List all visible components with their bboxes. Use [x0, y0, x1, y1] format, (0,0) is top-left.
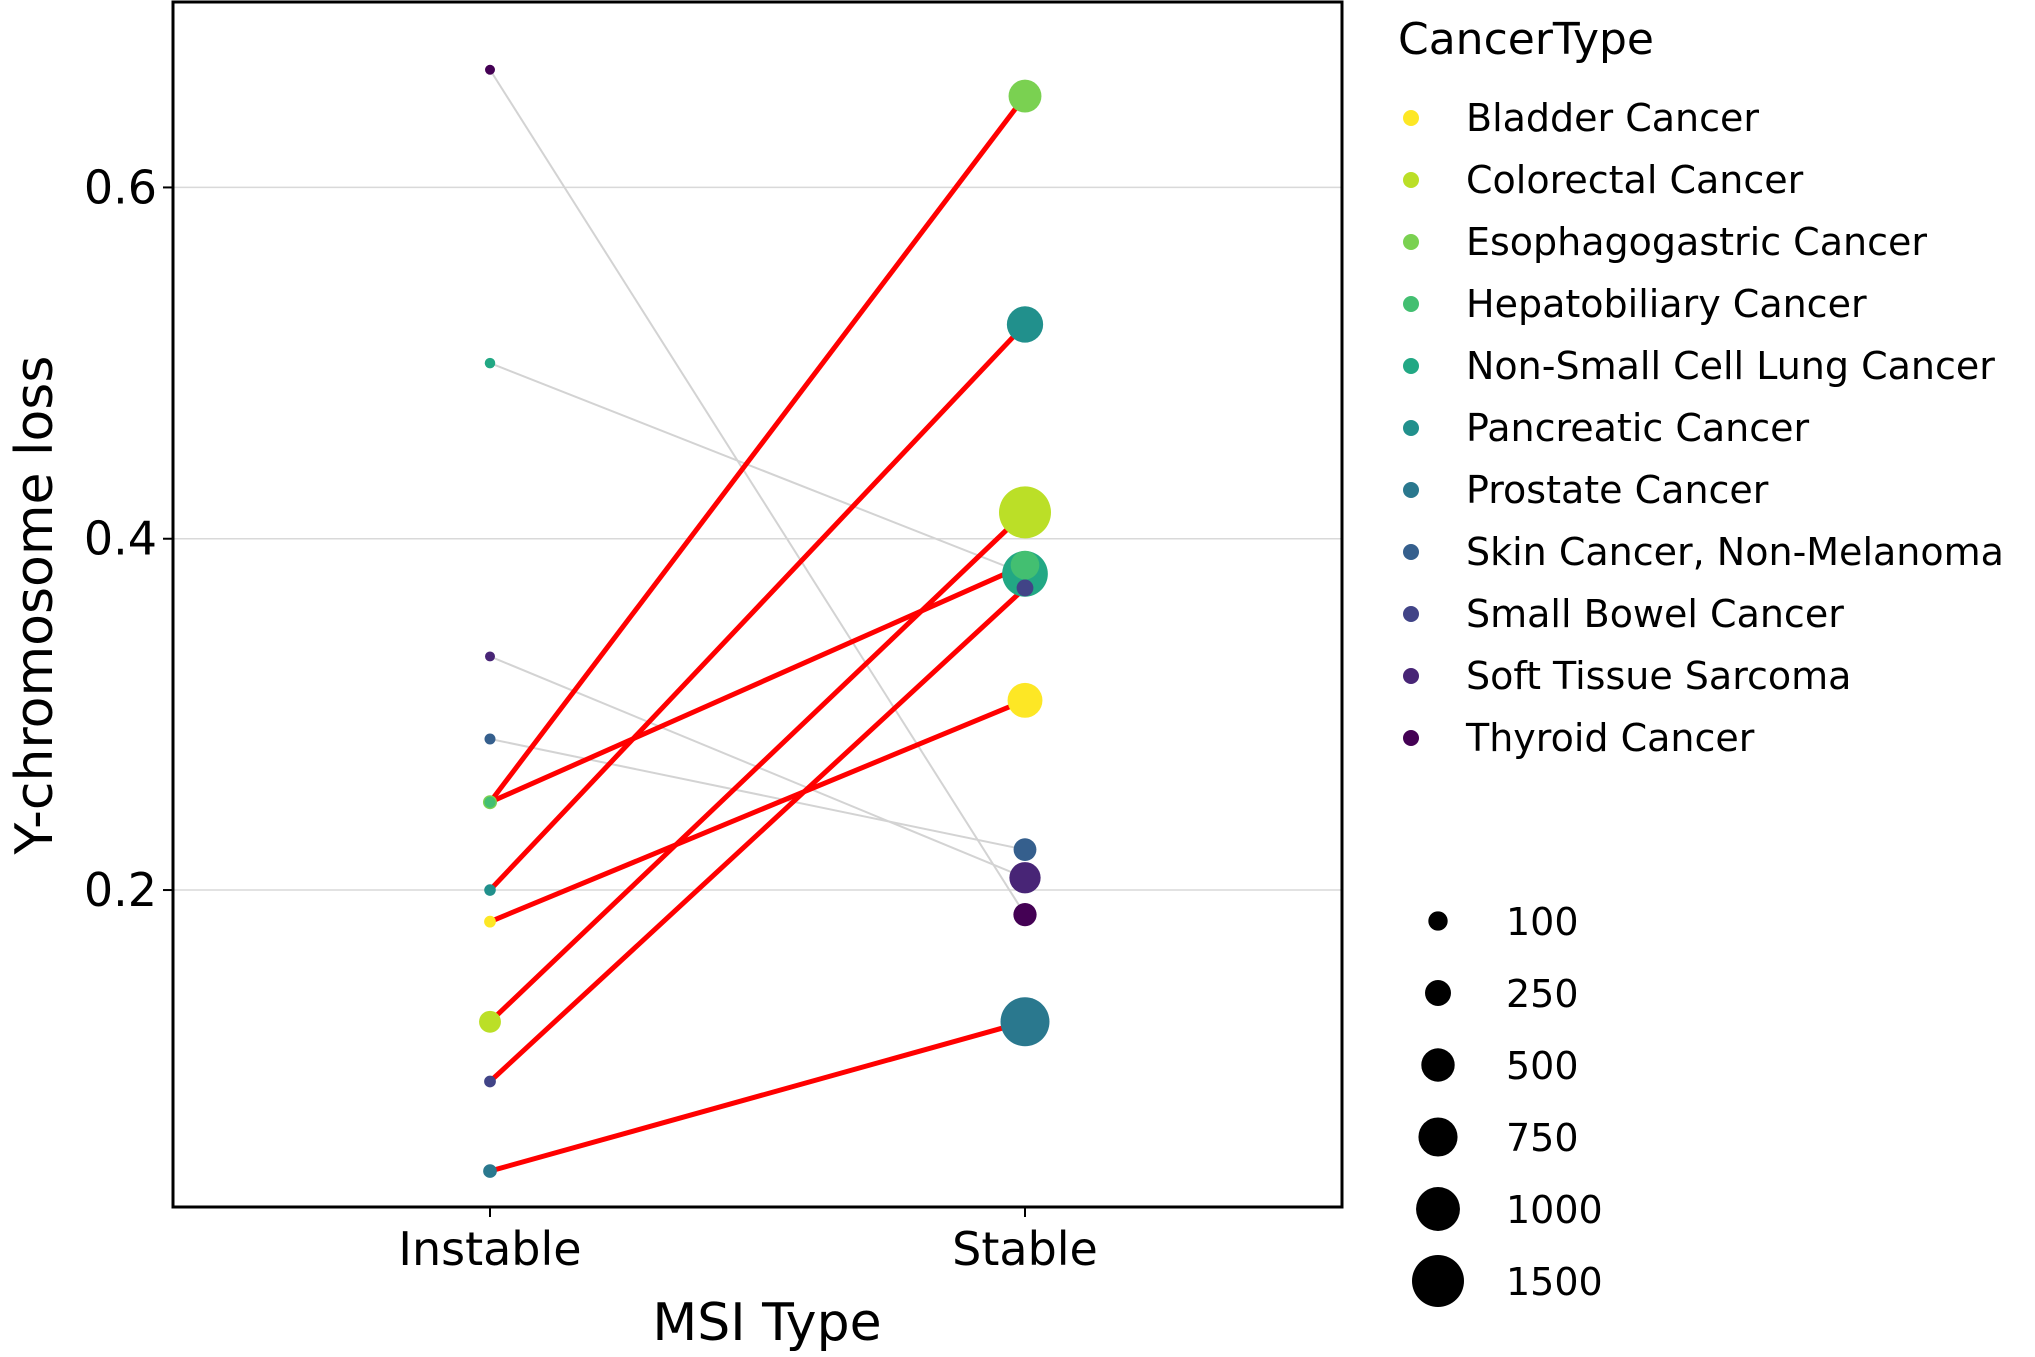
point-instable: [479, 1010, 501, 1033]
size-legend-dot: [1425, 980, 1451, 1006]
connector-line-grey: [489, 738, 1026, 851]
connector-line-red: [489, 698, 1026, 924]
point-instable: [483, 1164, 497, 1178]
y-axis-title: Y-chromosome loss: [5, 356, 65, 856]
color-legend: Bladder Cancer Colorectal Cancer Esophagog…: [1403, 96, 2004, 760]
connector-line-red: [488, 510, 1027, 1024]
legend-item-label: Colorectal Cancer: [1466, 158, 1804, 202]
size-legend-label: 1000: [1506, 1188, 1603, 1232]
size-legend-dot: [1428, 911, 1448, 931]
size-legend-dot: [1412, 1255, 1464, 1307]
point-stable: [1000, 997, 1050, 1047]
x-tick-label: Instable: [398, 1222, 581, 1276]
legend-key-dot: [1403, 172, 1419, 188]
legend-item-label: Soft Tissue Sarcoma: [1466, 654, 1851, 698]
y-tick-label: 0.6: [84, 160, 157, 214]
point-stable: [999, 486, 1051, 539]
gridlines: [173, 186, 1342, 891]
connector-line-red: [488, 586, 1027, 1084]
size-legend-label: 750: [1506, 1116, 1579, 1160]
legend-item-label: Esophagogastric Cancer: [1466, 220, 1927, 264]
connector-line-red: [489, 1019, 1026, 1174]
point-instable: [484, 357, 496, 369]
legend-item-label: Prostate Cancer: [1466, 468, 1769, 512]
point-instable: [484, 1075, 496, 1088]
legend-key-dot: [1403, 606, 1419, 622]
size-legend-dot: [1421, 1048, 1455, 1082]
connector-line-grey: [489, 69, 1026, 916]
x-axis-title: MSI Type: [652, 1293, 881, 1353]
y-tick-label: 0.2: [84, 863, 157, 917]
x-axis-ticks: Instable Stable: [398, 1207, 1098, 1276]
data-points: [479, 64, 1051, 1178]
legend-item-label: Pancreatic Cancer: [1466, 406, 1810, 450]
point-stable: [1008, 79, 1042, 113]
size-legend-label: 1500: [1506, 1260, 1603, 1304]
legend-item-label: Non-Small Cell Lung Cancer: [1466, 344, 1995, 388]
legend-item-label: Skin Cancer, Non-Melanoma: [1466, 530, 2004, 574]
legend-key-dot: [1403, 358, 1419, 374]
point-instable: [484, 884, 496, 896]
point-stable: [1013, 838, 1037, 862]
point-instable: [485, 64, 495, 75]
connector-line-red: [488, 322, 1027, 892]
legend-item-label: Hepatobiliary Cancer: [1466, 282, 1867, 326]
legend-item-label: Small Bowel Cancer: [1466, 592, 1844, 636]
size-legend-dot: [1418, 1117, 1458, 1157]
connector-lines: [488, 69, 1027, 1174]
y-axis-ticks: 0.2 0.4 0.6: [84, 160, 173, 917]
legend-item-label: Thyroid Cancer: [1465, 716, 1755, 760]
connector-line-grey: [489, 362, 1026, 575]
legend-key-dot: [1403, 668, 1419, 684]
legend-key-dot: [1403, 730, 1419, 746]
connector-line-red: [488, 94, 1027, 804]
legend-key-dot: [1403, 544, 1419, 560]
legend-key-dot: [1403, 296, 1419, 312]
point-instable: [484, 915, 496, 928]
point-stable: [1010, 550, 1040, 580]
point-stable: [1016, 579, 1034, 597]
size-legend: 100 250 500 750 1000 1500: [1412, 900, 1603, 1307]
x-tick-label: Stable: [952, 1222, 1098, 1276]
point-stable: [1013, 903, 1037, 927]
point-instable: [484, 796, 496, 808]
legend-key-dot: [1403, 110, 1419, 126]
size-legend-label: 500: [1506, 1044, 1579, 1088]
point-instable: [484, 733, 496, 745]
legend-title: CancerType: [1398, 14, 1654, 65]
legend-key-dot: [1403, 420, 1419, 436]
connector-line-red: [488, 562, 1027, 805]
point-stable: [1007, 682, 1043, 718]
legend-key-dot: [1403, 482, 1419, 498]
plot-panel-border: [171, 0, 1344, 1209]
point-stable: [1006, 306, 1044, 343]
legend-item-label: Bladder Cancer: [1466, 96, 1759, 140]
legend-key-dot: [1403, 234, 1419, 250]
size-legend-dot: [1416, 1187, 1460, 1231]
size-legend-label: 250: [1506, 972, 1579, 1016]
point-stable: [1009, 862, 1041, 894]
point-instable: [485, 651, 495, 662]
size-legend-label: 100: [1506, 900, 1579, 944]
y-tick-label: 0.4: [84, 512, 157, 566]
